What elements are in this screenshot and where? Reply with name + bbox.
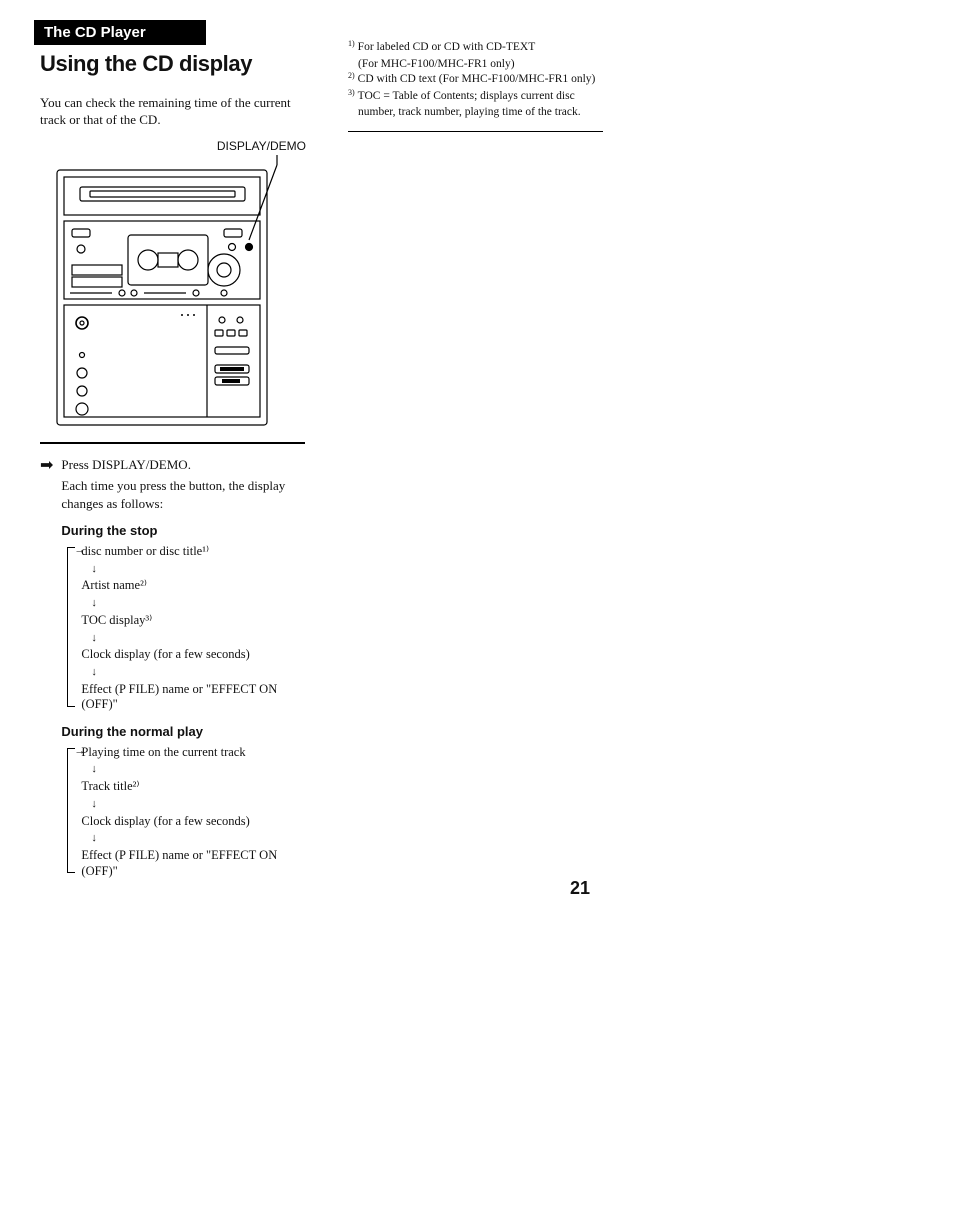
- footnote-1-line2: (For MHC-F100/MHC-FR1 only): [348, 57, 638, 73]
- normal-cycle: → Playing time on the current track ↓ Tr…: [61, 745, 310, 880]
- stop-item: Effect (P FILE) name or "EFFECT ON (OFF)…: [81, 682, 310, 713]
- during-stop-heading: During the stop: [61, 522, 310, 540]
- footnote-2-sup: 2): [348, 71, 355, 87]
- footnote-2: CD with CD text (For MHC-F100/MHC-FR1 on…: [358, 72, 596, 88]
- intro-text: You can check the remaining time of the …: [40, 95, 310, 129]
- stop-item: disc number or disc title¹⁾: [81, 544, 310, 560]
- footnote-3-sup: 3): [348, 88, 355, 104]
- footnote-3-line2: number, track number, playing time of th…: [348, 105, 638, 121]
- footnote-1-sup: 1): [348, 39, 355, 55]
- normal-item: Effect (P FILE) name or "EFFECT ON (OFF)…: [81, 848, 310, 879]
- step-body: Each time you press the button, the disp…: [61, 477, 310, 512]
- footnote-1-line1: For labeled CD or CD with CD-TEXT: [358, 40, 536, 56]
- step-lead: Press DISPLAY/DEMO.: [61, 456, 310, 474]
- page-number: 21: [570, 878, 590, 899]
- step-arrow-icon: ➡: [40, 458, 53, 882]
- normal-item: Playing time on the current track: [81, 745, 310, 761]
- stop-item: Clock display (for a few seconds): [81, 647, 310, 663]
- stop-item: TOC display³⁾: [81, 613, 310, 629]
- diagram-label: DISPLAY/DEMO: [40, 139, 310, 153]
- footnotes: 1) For labeled CD or CD with CD-TEXT (Fo…: [348, 40, 638, 121]
- stop-cycle: → disc number or disc title¹⁾ ↓ Artist n…: [61, 544, 310, 713]
- normal-item: Clock display (for a few seconds): [81, 814, 310, 830]
- stop-item: Artist name²⁾: [81, 578, 310, 594]
- page-title: Using the CD display: [40, 51, 310, 77]
- during-normal-heading: During the normal play: [61, 723, 310, 741]
- footnote-3-line1: TOC = Table of Contents; displays curren…: [358, 89, 575, 105]
- cd-player-illustration: [52, 155, 282, 430]
- footnote-divider: [348, 131, 603, 132]
- section-tab: The CD Player: [34, 20, 206, 45]
- normal-item: Track title²⁾: [81, 779, 310, 795]
- divider: [40, 442, 305, 444]
